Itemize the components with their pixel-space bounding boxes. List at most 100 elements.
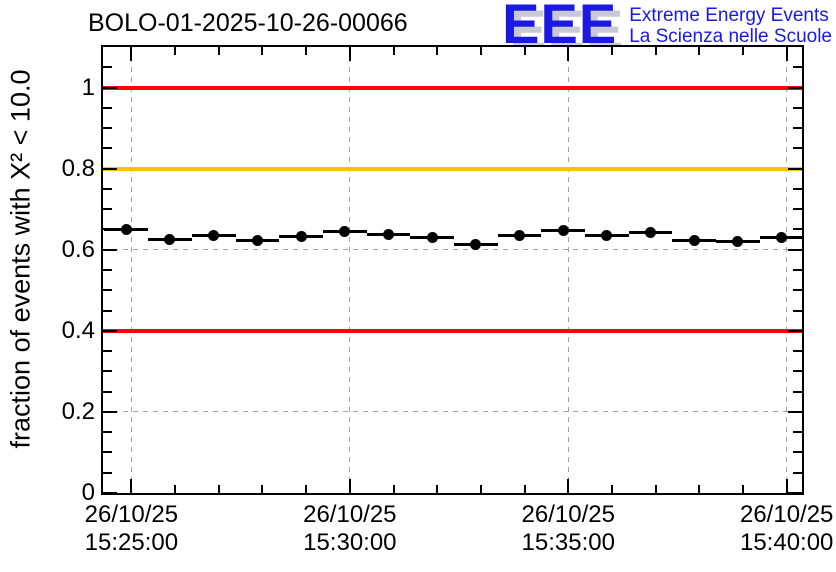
eee-logo-line2: La Scienza nelle Scuole <box>629 26 832 47</box>
y-minor-tick <box>103 289 112 292</box>
y-major-tick <box>788 167 802 170</box>
x-tick-time: 15:30:00 <box>303 529 397 556</box>
x-minor-tick <box>610 485 613 493</box>
y-minor-tick <box>103 208 112 211</box>
x-minor-tick <box>261 485 264 493</box>
y-major-tick <box>788 492 802 493</box>
x-minor-tick <box>654 47 657 55</box>
y-major-tick <box>788 248 802 251</box>
y-minor-tick <box>793 208 802 211</box>
y-major-tick <box>103 167 117 170</box>
x-minor-tick <box>174 47 177 55</box>
y-minor-tick <box>103 451 112 454</box>
x-minor-tick <box>305 47 308 55</box>
y-major-tick <box>788 329 802 332</box>
x-minor-tick <box>392 47 395 55</box>
eee-logo: EEE Extreme Energy Events La Scienza nel… <box>502 0 832 55</box>
data-point-marker <box>557 224 569 236</box>
x-minor-tick <box>523 485 526 493</box>
x-tick-time: 15:40:00 <box>739 529 834 556</box>
data-point-marker <box>208 230 220 242</box>
data-point-marker <box>120 223 132 235</box>
y-major-tick <box>103 248 117 251</box>
y-major-tick <box>103 410 117 413</box>
x-minor-tick <box>479 485 482 493</box>
reference-line <box>103 328 802 333</box>
x-minor-tick <box>698 485 701 493</box>
x-tick-date: 26/10/25 <box>84 501 179 528</box>
y-tick-label: 1 <box>81 73 95 101</box>
data-point-marker <box>339 225 351 237</box>
x-minor-tick <box>742 485 745 493</box>
y-minor-tick <box>103 269 112 271</box>
eee-logo-line1: Extreme Energy Events <box>629 5 829 26</box>
x-minor-tick <box>174 485 177 493</box>
x-major-tick <box>567 47 570 61</box>
y-minor-tick <box>793 106 802 109</box>
y-minor-tick <box>103 309 112 312</box>
y-major-tick <box>788 86 802 89</box>
x-tick-date: 26/10/25 <box>521 501 615 528</box>
y-minor-tick <box>103 66 112 69</box>
plot-area <box>101 45 804 495</box>
data-point-marker <box>470 239 482 251</box>
x-major-tick <box>785 47 788 61</box>
eee-logo-acronym: EEE <box>502 0 618 55</box>
y-major-tick <box>103 492 117 493</box>
y-minor-tick <box>793 309 802 312</box>
y-minor-tick <box>793 431 802 434</box>
x-tick-label: 26/10/25 15:40:00 <box>712 501 836 557</box>
x-tick-time: 15:35:00 <box>521 529 615 556</box>
horizontal-gridline <box>103 249 802 251</box>
y-minor-tick <box>793 147 802 150</box>
x-major-tick <box>348 479 351 493</box>
vertical-gridline <box>567 47 569 493</box>
x-minor-tick <box>392 485 395 493</box>
data-point-marker <box>164 234 176 246</box>
x-tick-label: 26/10/25 15:25:00 <box>56 501 206 557</box>
data-point-marker <box>732 236 744 248</box>
data-point-marker <box>688 234 700 246</box>
x-tick-label: 26/10/25 15:30:00 <box>275 501 425 557</box>
data-point-marker <box>295 231 307 243</box>
y-minor-tick <box>103 350 112 353</box>
x-minor-tick <box>217 47 220 55</box>
y-minor-tick <box>103 471 112 474</box>
y-minor-tick <box>793 471 802 474</box>
y-tick-label: 0.6 <box>61 235 95 263</box>
y-minor-tick <box>793 370 802 373</box>
data-point-marker <box>382 228 394 240</box>
x-minor-tick <box>436 47 439 55</box>
y-minor-tick <box>793 228 802 231</box>
y-minor-tick <box>103 106 112 109</box>
y-minor-tick <box>103 390 112 393</box>
y-minor-tick <box>103 370 112 373</box>
x-major-tick <box>785 479 788 493</box>
data-point-marker <box>645 227 657 239</box>
y-minor-tick <box>793 289 802 292</box>
y-minor-tick <box>103 147 112 150</box>
x-minor-tick <box>305 485 308 493</box>
x-major-tick <box>348 47 351 61</box>
x-major-tick <box>567 479 570 493</box>
eee-logo-text: Extreme Energy Events La Scienza nelle S… <box>629 2 832 47</box>
data-point-marker <box>251 234 263 246</box>
x-minor-tick <box>610 47 613 55</box>
x-minor-tick <box>436 485 439 493</box>
y-minor-tick <box>793 269 802 271</box>
x-minor-tick <box>654 485 657 493</box>
vertical-gridline <box>130 47 132 493</box>
x-minor-tick <box>698 47 701 55</box>
reference-line <box>103 166 802 171</box>
horizontal-gridline <box>103 411 802 413</box>
y-minor-tick <box>793 390 802 393</box>
vertical-gridline <box>786 47 788 493</box>
x-minor-tick <box>479 47 482 55</box>
y-tick-label: 0.4 <box>61 316 95 344</box>
vertical-gridline <box>349 47 351 493</box>
y-minor-tick <box>793 187 802 190</box>
y-major-tick <box>103 86 117 89</box>
y-minor-tick <box>103 127 112 130</box>
y-tick-label: 0.2 <box>61 397 95 425</box>
